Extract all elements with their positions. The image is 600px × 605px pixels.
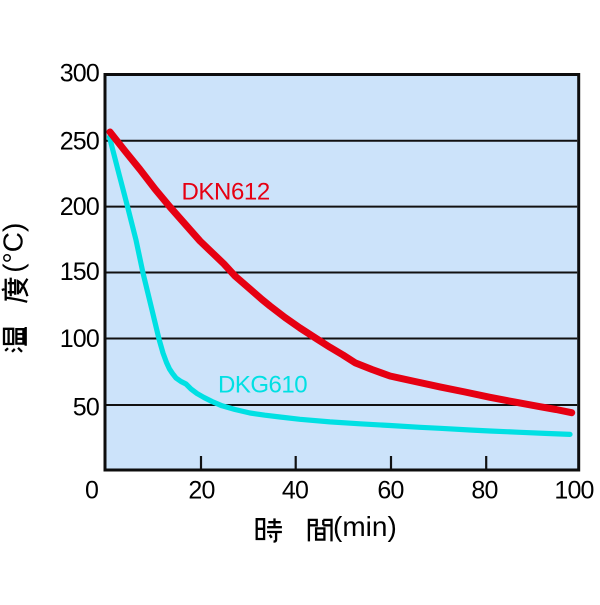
svg-text:20: 20	[188, 476, 214, 504]
svg-text:250: 250	[60, 127, 99, 155]
svg-text:50: 50	[73, 394, 99, 422]
svg-text:40: 40	[282, 476, 308, 504]
svg-text:80: 80	[471, 476, 497, 504]
svg-text:(min): (min)	[333, 511, 397, 542]
svg-text:100: 100	[554, 476, 593, 504]
svg-text:DKG610: DKG610	[218, 371, 307, 398]
svg-text:60: 60	[377, 476, 403, 504]
svg-text:100: 100	[60, 325, 99, 353]
svg-text:(°C): (°C)	[0, 223, 28, 273]
svg-text:150: 150	[60, 258, 99, 286]
svg-text:300: 300	[60, 60, 99, 88]
svg-text:DKN612: DKN612	[182, 179, 270, 206]
svg-text:0: 0	[85, 476, 98, 504]
svg-text:200: 200	[60, 193, 99, 221]
